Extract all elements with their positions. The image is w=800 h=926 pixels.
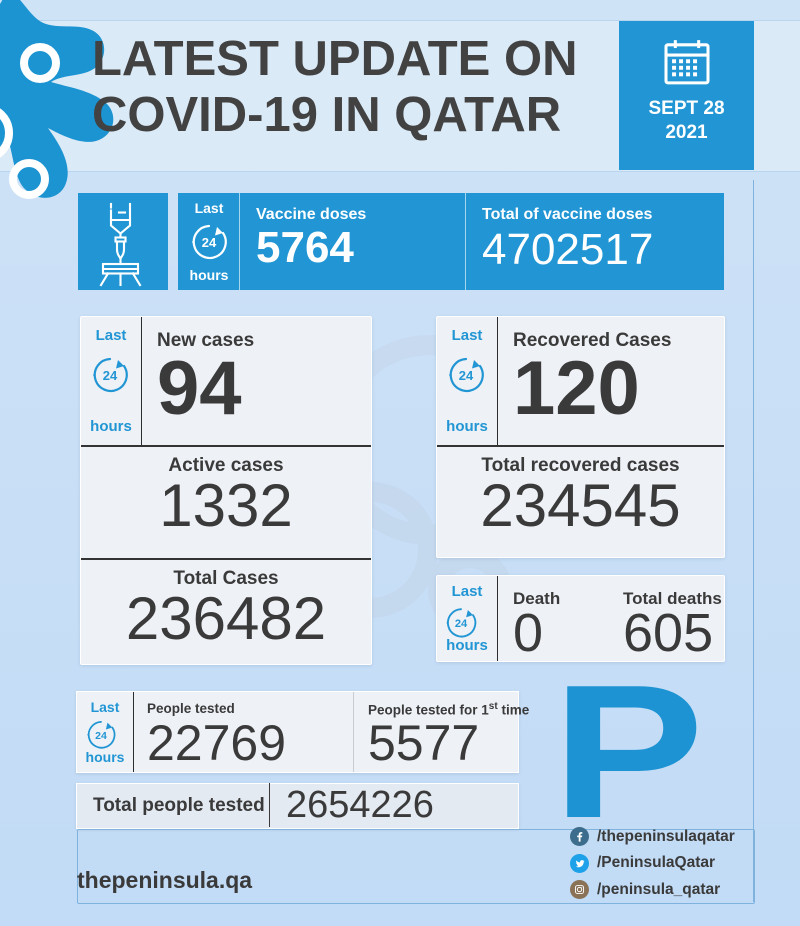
svg-text:24: 24 (459, 368, 474, 383)
svg-text:24: 24 (202, 235, 217, 250)
svg-text:24: 24 (455, 618, 468, 630)
svg-text:24: 24 (95, 730, 107, 742)
svg-text:24: 24 (103, 368, 118, 383)
